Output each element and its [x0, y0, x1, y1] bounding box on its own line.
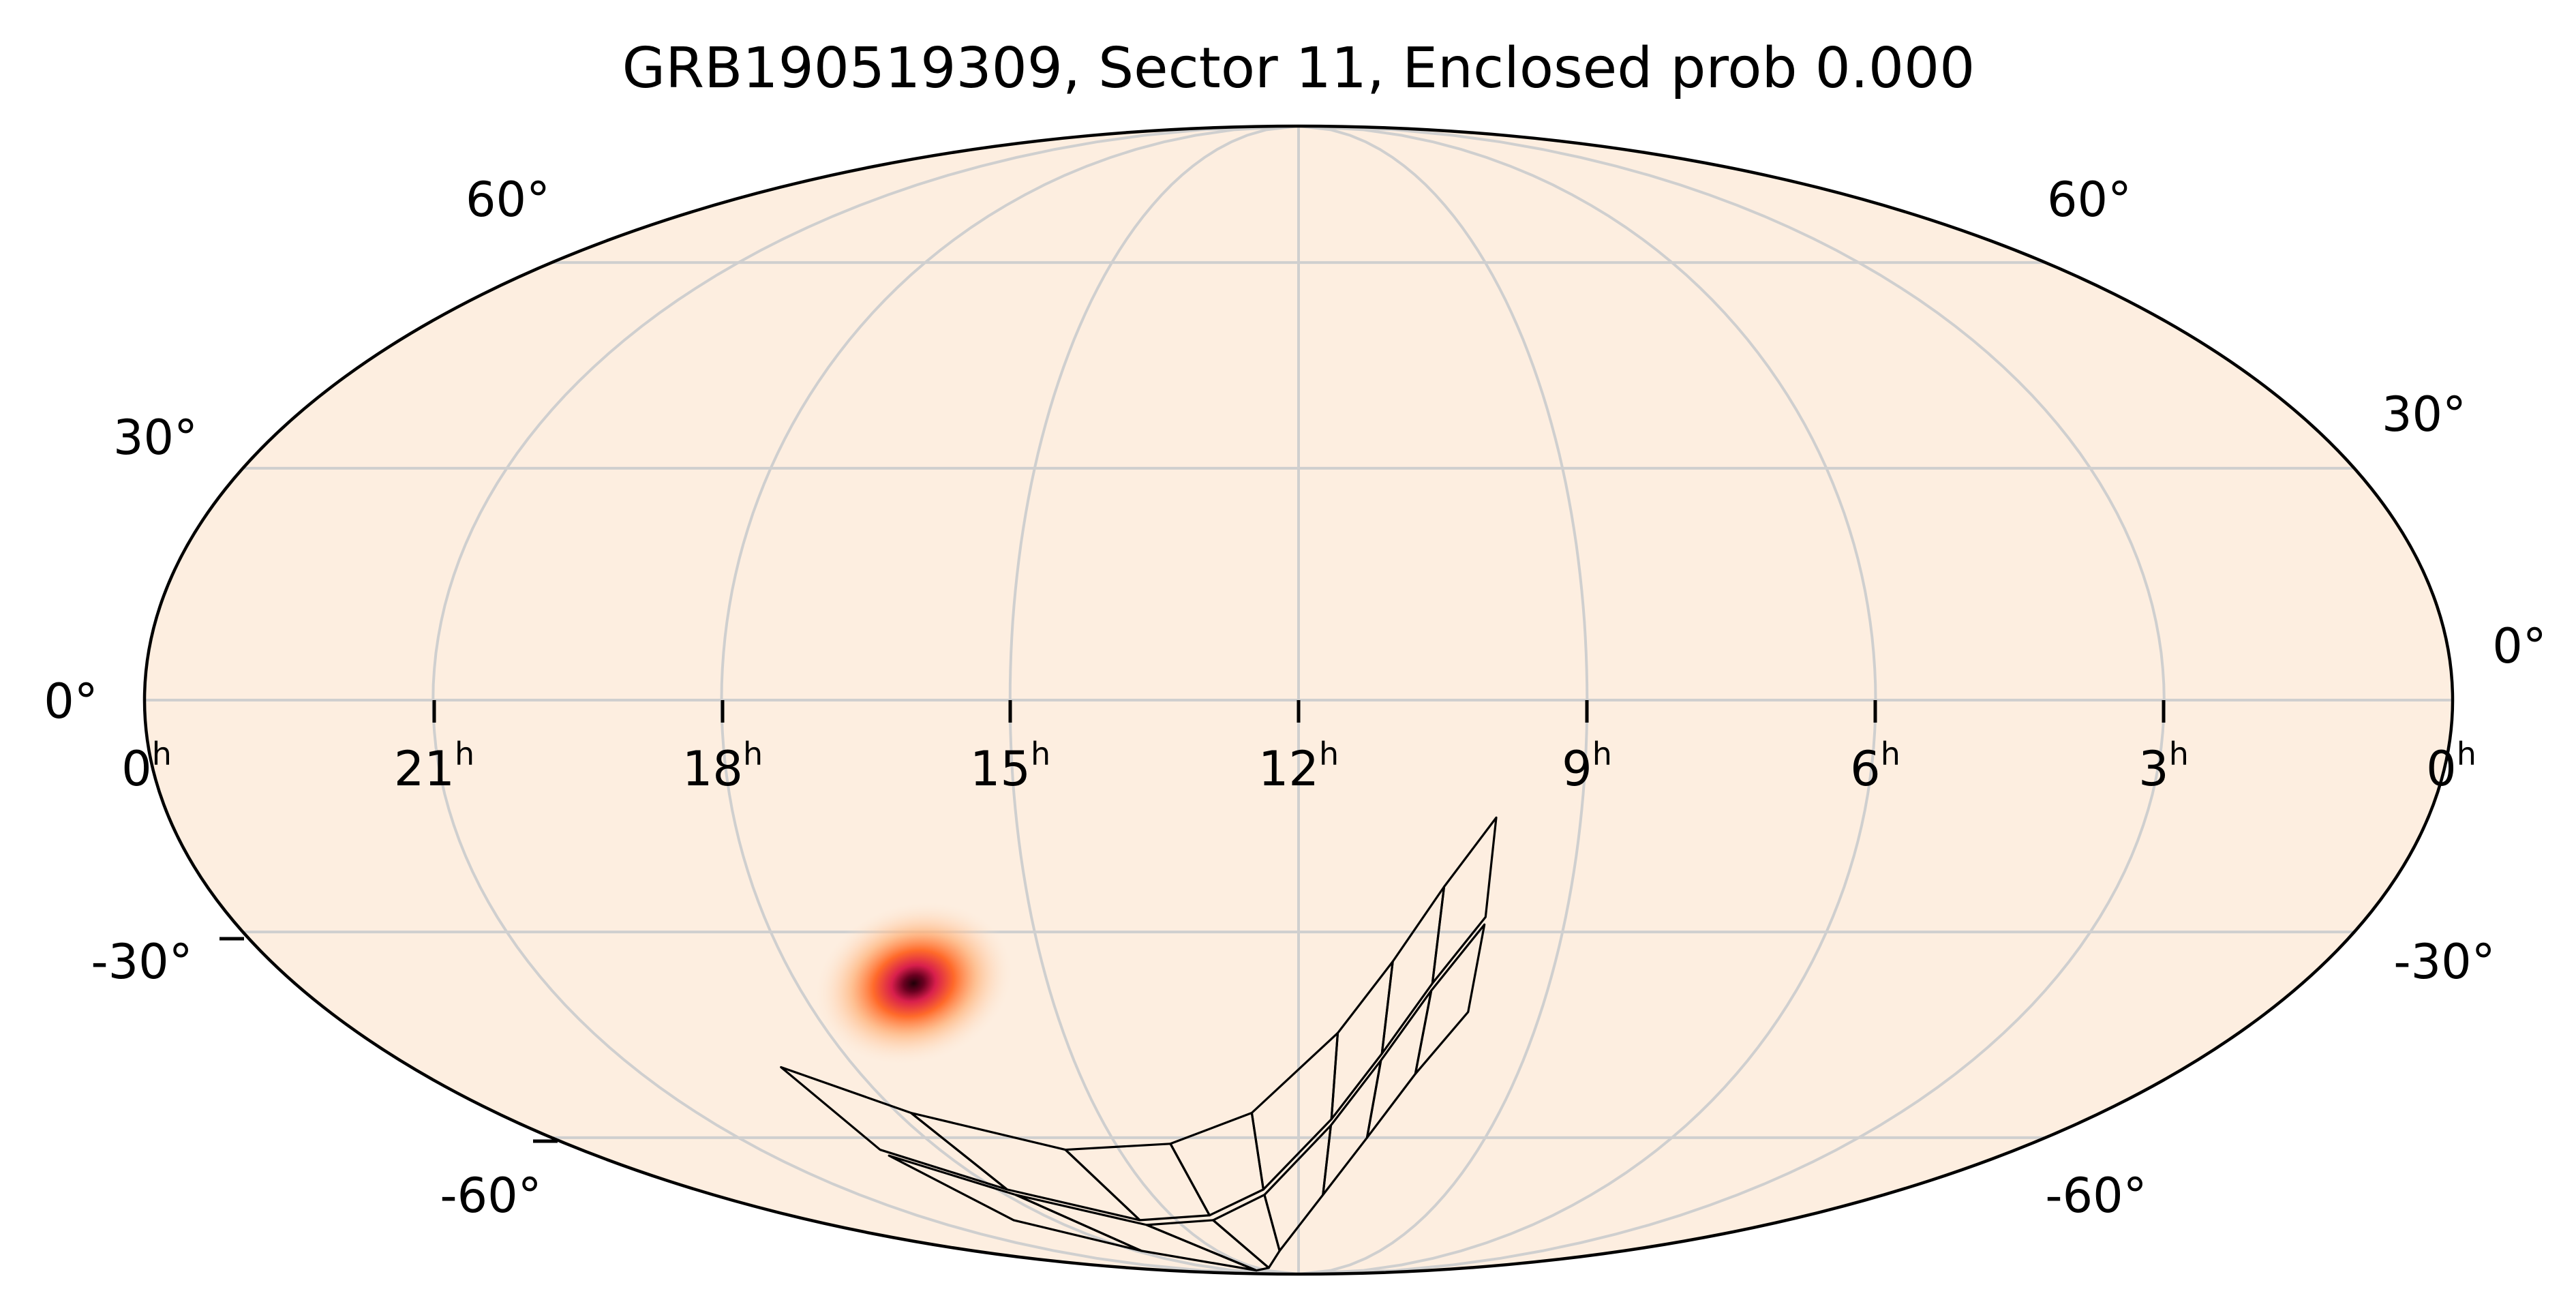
hour-labels: 0h 21h 18h 15h 12h 9h 6h 3h 0h — [121, 736, 2476, 797]
dec-label-left: 0° — [44, 674, 98, 729]
hour-label: 12h — [1258, 736, 1339, 797]
hour-label: 0h — [2426, 736, 2476, 797]
hour-ticks — [219, 700, 2166, 1143]
figure-title: GRB190519309, Sector 11, Enclosed prob 0… — [622, 36, 1975, 101]
dec-label-left: 60° — [466, 172, 550, 228]
hour-label: 9h — [1562, 736, 1612, 797]
hour-label: 18h — [682, 736, 763, 797]
dec-label-right: 0° — [2492, 618, 2547, 674]
dec-label-left: -60° — [440, 1168, 541, 1224]
dec-label-right: 30° — [2382, 387, 2466, 442]
hour-label: 6h — [1850, 736, 1900, 797]
ccd-cell — [888, 1154, 1143, 1252]
hour-label: 15h — [970, 736, 1050, 797]
dec-label-left: 30° — [113, 410, 198, 466]
sky-outline — [142, 124, 2455, 1276]
hour-label: 3h — [2138, 736, 2189, 797]
ccd-cell — [780, 1065, 1008, 1191]
localization-hotspot — [813, 901, 1014, 1066]
dec-label-right: 60° — [2047, 172, 2132, 228]
dec-label-left: -30° — [91, 934, 192, 990]
sector-footprint — [780, 816, 1498, 1272]
hour-label: 21h — [394, 736, 474, 797]
dec-labels-left: 60° 30° 0° -30° -60° — [44, 172, 550, 1224]
dec-label-right: -30° — [2393, 934, 2495, 990]
hour-label: 0h — [121, 736, 172, 797]
dec-label-right: -60° — [2045, 1168, 2147, 1224]
dec-labels-right: 60° 30° 0° -30° -60° — [2045, 172, 2546, 1224]
